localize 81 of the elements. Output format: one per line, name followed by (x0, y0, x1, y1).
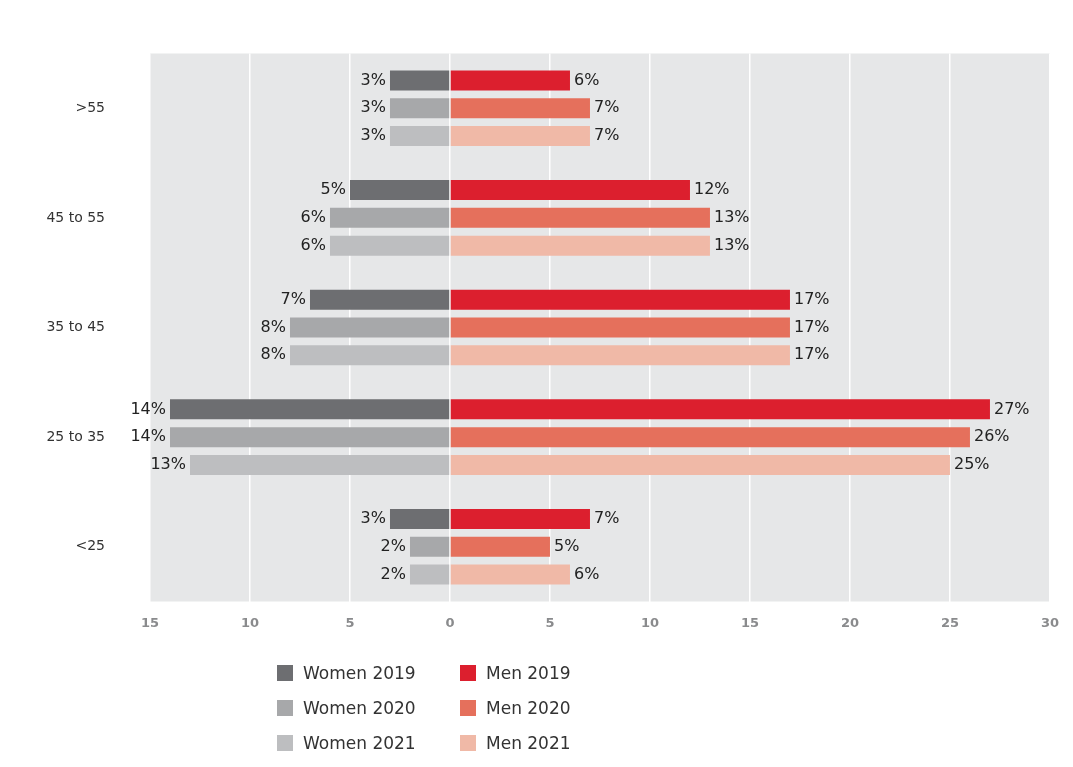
bar (450, 126, 590, 146)
x-tick-label: 20 (840, 614, 860, 630)
data-label: 6% (300, 207, 326, 227)
data-label: 27% (993, 398, 1030, 418)
legend-label: Men 2020 (486, 697, 571, 718)
data-label: 12% (693, 179, 730, 199)
bar (289, 345, 450, 366)
x-tick-label: 5 (345, 614, 355, 630)
data-label: 7% (593, 508, 620, 528)
bar (450, 317, 790, 338)
x-tick-label: 25 (940, 614, 960, 630)
data-label: 13% (150, 454, 186, 474)
data-label: 13% (713, 234, 750, 254)
bar (170, 399, 450, 420)
legend-label: Women 2020 (303, 697, 416, 718)
bar (309, 289, 450, 310)
bar (450, 536, 550, 557)
data-label: 17% (793, 316, 830, 336)
data-label: 3% (360, 125, 386, 145)
bar (450, 427, 970, 448)
y-tick-label: 45 to 55 (46, 208, 105, 225)
bar (450, 207, 710, 228)
data-label: 3% (360, 97, 386, 117)
data-label: 3% (360, 508, 386, 528)
bar (349, 180, 450, 201)
legend-label: Men 2021 (486, 732, 571, 753)
bar (450, 235, 710, 256)
data-label: 14% (130, 398, 166, 418)
bar (409, 536, 450, 557)
data-label: 13% (713, 207, 750, 227)
x-tick-label: 15 (140, 614, 160, 630)
bar (389, 126, 450, 146)
x-tick-label: 30 (1040, 614, 1059, 630)
bar (190, 454, 450, 475)
data-label: 2% (380, 535, 406, 555)
data-label: 25% (953, 454, 990, 474)
data-label: 8% (260, 316, 286, 336)
bar (329, 235, 450, 256)
data-label: 3% (360, 69, 386, 89)
data-label: 7% (593, 97, 620, 117)
y-tick-label: 35 to 45 (46, 318, 105, 335)
bar (389, 509, 450, 529)
bar (450, 564, 570, 585)
legend-label: Women 2021 (303, 732, 416, 753)
data-label: 26% (973, 426, 1010, 446)
bar (289, 317, 450, 338)
bar (450, 454, 950, 475)
bar (450, 289, 790, 310)
data-label: 6% (573, 563, 600, 583)
x-tick-label: 15 (740, 614, 760, 630)
bar (389, 98, 450, 119)
legend-label: Men 2019 (486, 662, 571, 683)
bar (409, 564, 450, 585)
bar (450, 70, 570, 91)
data-label: 5% (320, 179, 346, 199)
data-label: 7% (593, 125, 620, 145)
y-tick-label: <25 (75, 537, 105, 554)
y-tick-label: >55 (75, 98, 105, 115)
bar (450, 98, 590, 119)
bar (329, 207, 450, 228)
data-label: 14% (130, 426, 166, 446)
data-label: 6% (573, 69, 600, 89)
x-tick-label: 10 (240, 614, 260, 630)
x-tick-label: 10 (640, 614, 660, 630)
bar (389, 70, 450, 91)
bar (450, 399, 990, 420)
bar (450, 345, 790, 366)
bar (170, 427, 450, 448)
x-tick-label: 5 (545, 614, 555, 630)
legend-label: Women 2019 (303, 662, 416, 683)
data-label: 17% (793, 288, 830, 308)
x-tick-label: 0 (445, 614, 455, 630)
bar (450, 509, 590, 529)
data-label: 6% (300, 234, 326, 254)
data-label: 17% (793, 344, 830, 364)
bar (450, 180, 690, 201)
y-tick-label: 25 to 35 (46, 427, 105, 444)
data-label: 2% (380, 563, 406, 583)
data-label: 7% (280, 288, 306, 308)
data-label: 5% (553, 535, 580, 555)
data-label: 8% (260, 344, 286, 364)
